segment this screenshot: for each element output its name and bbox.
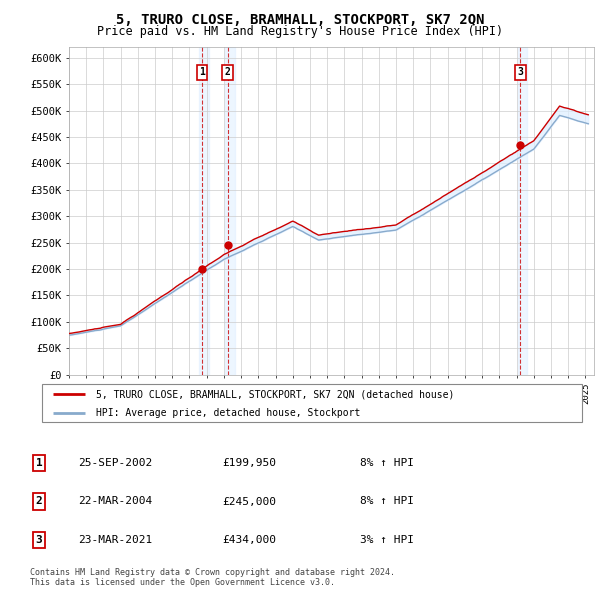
- Text: 2: 2: [35, 497, 43, 506]
- Text: £245,000: £245,000: [222, 497, 276, 506]
- Text: 3% ↑ HPI: 3% ↑ HPI: [360, 535, 414, 545]
- Text: 3: 3: [35, 535, 43, 545]
- Bar: [199, 47, 209, 375]
- Text: 5, TRURO CLOSE, BRAMHALL, STOCKPORT, SK7 2QN: 5, TRURO CLOSE, BRAMHALL, STOCKPORT, SK7…: [116, 13, 484, 27]
- Text: 3: 3: [517, 67, 523, 77]
- Text: Price paid vs. HM Land Registry's House Price Index (HPI): Price paid vs. HM Land Registry's House …: [97, 25, 503, 38]
- FancyBboxPatch shape: [42, 384, 582, 422]
- Text: HPI: Average price, detached house, Stockport: HPI: Average price, detached house, Stoc…: [96, 408, 361, 418]
- Text: 2: 2: [225, 67, 230, 77]
- Bar: [518, 47, 527, 375]
- Text: £434,000: £434,000: [222, 535, 276, 545]
- Text: 25-SEP-2002: 25-SEP-2002: [78, 458, 152, 468]
- Text: 22-MAR-2004: 22-MAR-2004: [78, 497, 152, 506]
- Text: 8% ↑ HPI: 8% ↑ HPI: [360, 497, 414, 506]
- Text: 23-MAR-2021: 23-MAR-2021: [78, 535, 152, 545]
- Text: 1: 1: [199, 67, 205, 77]
- Bar: [225, 47, 235, 375]
- Text: 8% ↑ HPI: 8% ↑ HPI: [360, 458, 414, 468]
- Text: £199,950: £199,950: [222, 458, 276, 468]
- Text: 1: 1: [35, 458, 43, 468]
- Text: 5, TRURO CLOSE, BRAMHALL, STOCKPORT, SK7 2QN (detached house): 5, TRURO CLOSE, BRAMHALL, STOCKPORT, SK7…: [96, 389, 454, 399]
- Text: Contains HM Land Registry data © Crown copyright and database right 2024.
This d: Contains HM Land Registry data © Crown c…: [30, 568, 395, 587]
